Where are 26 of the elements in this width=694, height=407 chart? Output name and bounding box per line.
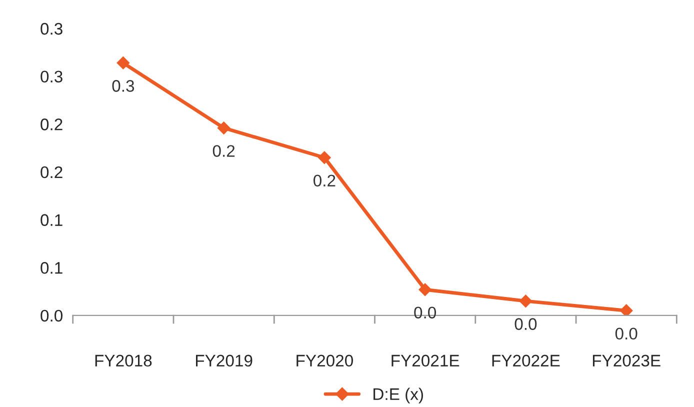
y-tick-label: 0.3 [40, 70, 62, 83]
point [519, 294, 532, 308]
x-tick-label: FY2023E [592, 354, 660, 367]
point [116, 56, 130, 70]
data-label: 0.3 [112, 80, 134, 92]
data-label: 0.2 [314, 174, 336, 187]
x-tick-label: FY2021E [392, 354, 460, 367]
point [620, 304, 633, 316]
data-label: 0.0 [514, 318, 537, 330]
x-tick-label: FY2018 [95, 354, 152, 367]
y-tick-label: 0.0 [40, 310, 62, 322]
x-tick-label: FY2022E [492, 354, 560, 367]
y-tick-label: 0.2 [40, 166, 62, 178]
data-label: 0.0 [414, 306, 436, 319]
y-tick-label: 0.1 [40, 214, 62, 226]
y-tick-label: 0.1 [40, 262, 62, 274]
point [318, 151, 331, 164]
legend-label: D:E (x) [374, 388, 423, 404]
data-label: 0.2 [212, 145, 235, 157]
y-tick-label: 0.2 [40, 118, 62, 130]
y-tick-label: 0.3 [40, 22, 62, 35]
x-tick-label: FY2019 [196, 354, 252, 367]
point [217, 122, 230, 134]
point [418, 283, 432, 296]
x-tick-label: FY2020 [296, 354, 353, 367]
data-label: 0.0 [615, 328, 638, 340]
